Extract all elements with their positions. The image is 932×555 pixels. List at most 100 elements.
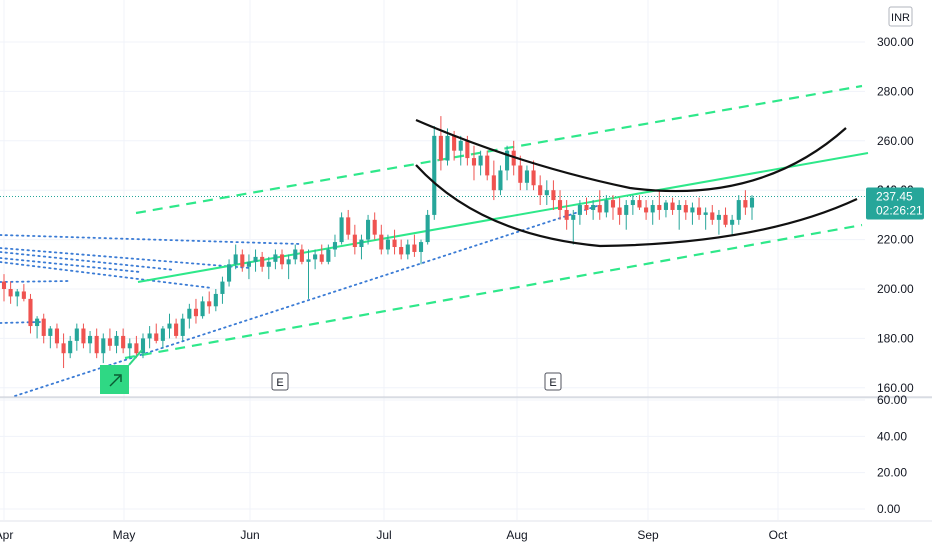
- candle-body[interactable]: [465, 140, 470, 159]
- channel-upper-line[interactable]: [135, 84, 863, 215]
- candle-body[interactable]: [94, 335, 99, 354]
- channel-mid-line[interactable]: [137, 152, 869, 283]
- dotted-trend-line[interactable]: [0, 234, 301, 245]
- candle-body[interactable]: [630, 200, 635, 206]
- candle-body[interactable]: [339, 217, 344, 243]
- dotted-trend-line[interactable]: [0, 247, 251, 269]
- candle-body[interactable]: [101, 338, 106, 354]
- candle-body[interactable]: [193, 308, 199, 317]
- candle-body[interactable]: [379, 234, 384, 250]
- candle-body[interactable]: [134, 343, 139, 354]
- dotted-trend-line[interactable]: [0, 251, 176, 271]
- candle-body[interactable]: [551, 190, 556, 201]
- candle-body[interactable]: [637, 200, 642, 208]
- candle-body[interactable]: [227, 264, 232, 282]
- dotted-trend-line[interactable]: [0, 321, 41, 324]
- candle-body[interactable]: [538, 185, 543, 196]
- dotted-trend-line[interactable]: [0, 280, 71, 283]
- candle-body[interactable]: [266, 261, 271, 267]
- candle-body[interactable]: [571, 214, 576, 220]
- candle-body[interactable]: [246, 261, 251, 267]
- candle-body[interactable]: [584, 205, 589, 210]
- candle-body[interactable]: [54, 328, 60, 344]
- candle-body[interactable]: [716, 214, 721, 220]
- dotted-trend-line[interactable]: [0, 257, 141, 273]
- candle-body[interactable]: [471, 158, 477, 166]
- candle-body[interactable]: [372, 219, 377, 235]
- candle-body[interactable]: [140, 338, 146, 354]
- dotted-trend-line[interactable]: [0, 261, 213, 289]
- candles[interactable]: [1, 116, 755, 369]
- candle-body[interactable]: [48, 328, 53, 336]
- candle-body[interactable]: [624, 205, 629, 215]
- candle-body[interactable]: [458, 140, 463, 151]
- cup-lower-curve[interactable]: [415, 164, 858, 248]
- candle-body[interactable]: [663, 202, 668, 210]
- candle-body[interactable]: [690, 207, 695, 213]
- candle-body[interactable]: [15, 291, 20, 297]
- candle-body[interactable]: [107, 338, 112, 346]
- candle-body[interactable]: [452, 135, 457, 151]
- candle-body[interactable]: [610, 200, 616, 208]
- candle-body[interactable]: [478, 155, 483, 166]
- candle-body[interactable]: [677, 205, 682, 210]
- candle-body[interactable]: [220, 281, 225, 294]
- candle-body[interactable]: [154, 333, 159, 341]
- currency-button[interactable]: [888, 6, 913, 27]
- candle-body[interactable]: [710, 212, 715, 220]
- candle-body[interactable]: [28, 298, 33, 327]
- candle-body[interactable]: [326, 249, 331, 262]
- candle-body[interactable]: [121, 335, 126, 349]
- candle-body[interactable]: [352, 234, 357, 248]
- candle-body[interactable]: [749, 197, 755, 208]
- candle-body[interactable]: [147, 333, 152, 339]
- candle-body[interactable]: [319, 254, 324, 262]
- candle-body[interactable]: [114, 335, 119, 346]
- candle-body[interactable]: [557, 200, 563, 210]
- candle-body[interactable]: [491, 175, 496, 191]
- candle-body[interactable]: [531, 170, 536, 186]
- candle-body[interactable]: [657, 205, 662, 210]
- candle-body[interactable]: [180, 318, 185, 336]
- candle-body[interactable]: [505, 150, 510, 171]
- candle-body[interactable]: [81, 328, 86, 344]
- candle-body[interactable]: [41, 318, 46, 336]
- candle-body[interactable]: [8, 289, 13, 297]
- candle-body[interactable]: [332, 242, 338, 250]
- candle-body[interactable]: [306, 259, 311, 262]
- candle-body[interactable]: [299, 249, 304, 262]
- candle-body[interactable]: [597, 205, 602, 213]
- candle-body[interactable]: [683, 205, 688, 213]
- candle-body[interactable]: [174, 323, 179, 336]
- candle-body[interactable]: [127, 343, 132, 349]
- candle-body[interactable]: [485, 155, 490, 176]
- candle-body[interactable]: [524, 170, 529, 183]
- candle-body[interactable]: [293, 249, 298, 260]
- candle-body[interactable]: [723, 214, 728, 225]
- candle-body[interactable]: [207, 301, 212, 307]
- candle-body[interactable]: [412, 244, 417, 252]
- dotted-rising-line[interactable]: [14, 204, 601, 397]
- candle-body[interactable]: [670, 202, 675, 210]
- candle-body[interactable]: [418, 242, 424, 252]
- candle-body[interactable]: [21, 291, 26, 299]
- idea-marker[interactable]: [100, 365, 129, 394]
- channel-lower-line[interactable]: [124, 223, 863, 360]
- candle-body[interactable]: [392, 239, 397, 248]
- candle-body[interactable]: [730, 219, 735, 225]
- candle-body[interactable]: [399, 247, 404, 255]
- candle-body[interactable]: [1, 281, 7, 289]
- candle-body[interactable]: [650, 205, 655, 213]
- candle-body[interactable]: [591, 205, 596, 210]
- candle-body[interactable]: [366, 219, 371, 240]
- candle-body[interactable]: [61, 343, 66, 354]
- candle-body[interactable]: [279, 254, 285, 265]
- candle-body[interactable]: [604, 200, 609, 213]
- candle-body[interactable]: [88, 335, 93, 344]
- candle-body[interactable]: [35, 318, 40, 327]
- candle-body[interactable]: [644, 207, 649, 213]
- candle-body[interactable]: [405, 244, 410, 255]
- candle-body[interactable]: [498, 170, 503, 191]
